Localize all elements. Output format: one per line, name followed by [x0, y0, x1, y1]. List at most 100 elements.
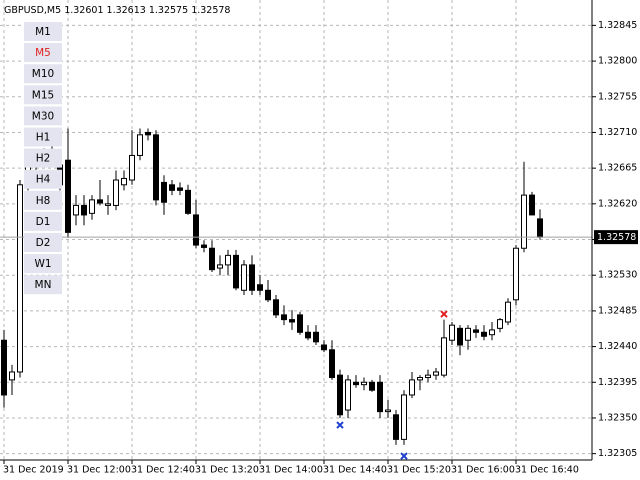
timeframe-button[interactable] [24, 43, 62, 63]
candle-body-down [201, 244, 207, 248]
candle-body-up [489, 329, 495, 336]
timeframe-button[interactable] [24, 169, 62, 189]
candle-body-down [233, 254, 239, 289]
candle-body-down [153, 134, 159, 201]
candle-body-up [129, 154, 135, 181]
candle-body-up [441, 337, 447, 376]
candle-body-up [105, 203, 111, 206]
candle-body-down [353, 381, 359, 386]
candle-body-up [89, 199, 95, 214]
candle-body-up [425, 374, 431, 379]
timeframe-label[interactable]: W1 [34, 258, 51, 270]
timeframe-label[interactable]: M10 [32, 68, 54, 80]
timeframe-button[interactable] [24, 22, 62, 41]
x-tick-label: 31 Dec 16:00 [451, 465, 515, 476]
candle-body-down [193, 214, 199, 246]
candle-body-down [393, 414, 399, 440]
y-tick-label: 1.32350 [598, 412, 637, 423]
candle-body-up [401, 394, 407, 440]
candle-body-down [161, 181, 167, 203]
candle-body-down [313, 331, 319, 343]
timeframe-label[interactable]: H4 [36, 174, 51, 186]
candle-body-down [537, 218, 543, 238]
candle-body-down [265, 289, 271, 301]
timeframe-button[interactable] [24, 275, 62, 295]
candle-body-down [65, 159, 71, 233]
candle-body-up [361, 381, 367, 386]
timeframe-label[interactable]: H1 [36, 132, 51, 144]
timeframe-button[interactable] [24, 211, 62, 231]
y-tick-label: 1.32485 [598, 305, 637, 316]
y-tick-label: 1.32440 [598, 341, 637, 352]
candle-body-up [9, 371, 15, 381]
candle-body-up [521, 194, 527, 249]
candle-body-down [249, 264, 255, 291]
candle-body-down [97, 199, 103, 204]
candle-body-down [145, 131, 151, 136]
candle-body-down [457, 327, 463, 346]
timeframe-button[interactable] [24, 190, 62, 210]
x-tick-label: 31 Dec 16:40 [515, 465, 579, 476]
candle-body-down [377, 381, 383, 413]
timeframe-button[interactable] [24, 233, 62, 252]
candle-body-up [121, 177, 127, 186]
timeframe-label[interactable]: M30 [32, 110, 54, 122]
timeframe-label[interactable]: H8 [36, 195, 51, 207]
timeframe-button[interactable] [24, 64, 62, 84]
timeframe-buttons: M1 M5 M10 M15 M30 H1 H2 H4 H8 D1 D2 W1 MN [24, 22, 62, 295]
timeframe-button[interactable] [24, 127, 62, 147]
candle-body-up [217, 264, 223, 269]
symbol: GBPUSD,M5 [4, 5, 61, 16]
candle-body-down [257, 284, 263, 291]
candle-body-down [529, 194, 535, 216]
candle-body-up [241, 264, 247, 291]
timeframe-label[interactable]: D1 [36, 216, 51, 228]
timeframe-label[interactable]: M1 [35, 26, 51, 38]
candle-body-down [289, 319, 295, 323]
candle-body-up [417, 377, 423, 381]
candle-body-down [305, 331, 311, 339]
y-tick-label: 1.32530 [598, 270, 637, 281]
signal-marker [400, 452, 408, 460]
candle-body-down [297, 314, 303, 333]
candle-body-up [409, 379, 415, 396]
candle-body-down [209, 247, 215, 271]
header: GBPUSD,M5 1.32601 1.32613 1.32575 1.3257… [4, 5, 230, 16]
x-tick-label: 31 Dec 12:00 [67, 465, 131, 476]
x-tick-label: 31 Dec 15:20 [387, 465, 451, 476]
x-tick-label: 31 Dec 13:20 [195, 465, 259, 476]
candle-body-up [449, 324, 455, 341]
candle-body-up [137, 134, 143, 156]
timeframe-button[interactable] [24, 106, 62, 126]
timeframe-label[interactable]: H2 [36, 153, 51, 165]
candle-body-up [17, 184, 23, 373]
timeframe-label[interactable]: M15 [32, 89, 54, 101]
candle-body-up [73, 204, 79, 216]
y-tick-label: 1.32305 [598, 448, 637, 459]
candle-body-down [473, 329, 479, 333]
candle-body-down [369, 381, 375, 391]
signal-marker [336, 421, 344, 429]
timeframe-button[interactable] [24, 254, 62, 274]
y-tick-label: 1.32665 [598, 163, 637, 174]
timeframe-label[interactable]: D2 [36, 237, 51, 249]
timeframe-button[interactable] [24, 148, 62, 168]
header-low: 1.32575 [149, 5, 188, 16]
candle-body-up [497, 319, 503, 329]
timeframe-label[interactable]: MN [35, 279, 52, 291]
x-tick-label: 31 Dec 14:40 [323, 465, 387, 476]
y-tick-label: 1.32800 [598, 56, 637, 67]
y-tick-label: 1.32620 [598, 198, 637, 209]
candle-body-up [113, 179, 119, 206]
candle-body-down [169, 184, 175, 191]
price-label: 1.32578 [597, 232, 636, 243]
axes: 1.32845 1.32800 1.32755 1.32710 1.32665 1.326… [3, 20, 638, 476]
timeframe-button[interactable] [24, 85, 62, 105]
candle-body-down [329, 349, 335, 379]
timeframe-label[interactable]: M5 [35, 47, 51, 59]
candle-body-down [281, 314, 287, 321]
y-tick-label: 1.32845 [598, 20, 637, 31]
candle-body-down [177, 187, 183, 191]
candle-body-down [337, 374, 343, 416]
